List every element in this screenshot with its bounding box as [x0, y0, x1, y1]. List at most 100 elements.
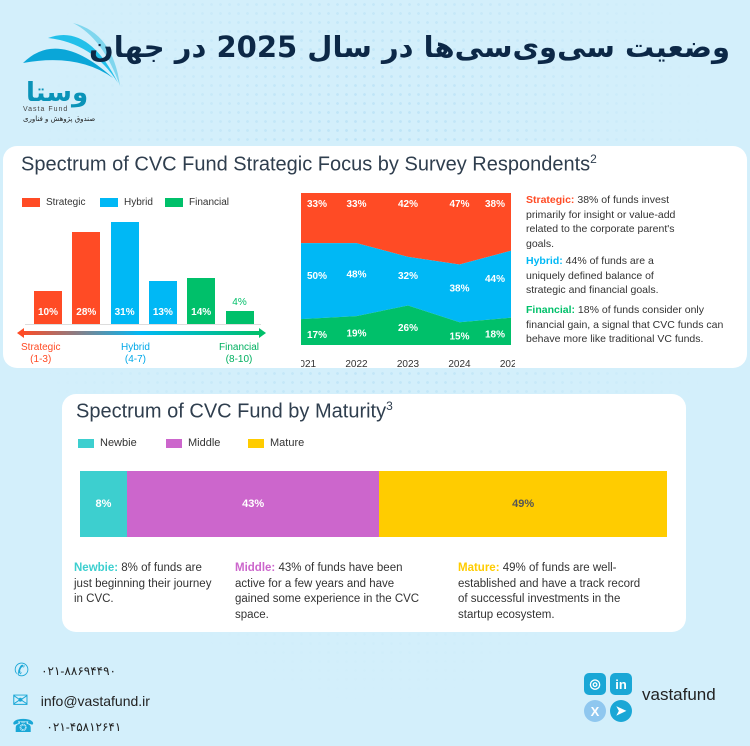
footnote-ref: 2 [590, 152, 597, 166]
legend-financial: Financial [165, 197, 229, 208]
strategic-focus-card: Spectrum of CVC Fund Strategic Focus by … [3, 146, 747, 370]
maturity-description: Newbie: 8% of funds are just beginning t… [74, 561, 214, 608]
legend-strategic: Strategic [22, 197, 85, 208]
logo: وستا Vasta Fund صندوق پژوهش و فناوری [18, 18, 123, 126]
page-title: وضعیت سی‌وی‌سی‌ها در سال 2025 در جهان [89, 30, 730, 64]
segment-mature: 49% [379, 471, 667, 537]
phone-number: ۰۲۱-۸۸۶۹۴۴۹۰ [41, 663, 116, 678]
bar-strategic: 28% [72, 231, 101, 324]
bar-value-label: 10% [37, 307, 58, 318]
x-tick-label: 2025 [500, 359, 515, 370]
focus-description: Hybrid: 44% of funds are a uniquely defi… [526, 254, 676, 298]
area-value-label: 33% [346, 199, 366, 210]
bar-value-label: 13% [152, 307, 173, 318]
maturity-stacked-bar: 8% 43% 49% [80, 471, 667, 537]
maturity-description: Mature: 49% of funds are well-establishe… [458, 561, 643, 623]
desc-label: Newbie: [74, 562, 119, 574]
area-value-label: 17% [307, 330, 327, 341]
card-title-text: Spectrum of CVC Fund Strategic Focus by … [21, 153, 591, 176]
telegram-icon[interactable]: ➤ [610, 700, 632, 722]
desc-label: Hybrid: [526, 255, 563, 267]
axis-label-hybrid: Hybrid (4-7) [121, 342, 150, 366]
desc-label: Middle: [235, 562, 276, 574]
area-value-label: 47% [449, 199, 469, 210]
focus-bar-chart: 10% 28% 31% 13% 14% 4% [25, 216, 261, 325]
fax-contact: ☎ ۰۲۱-۴۵۸۱۲۶۴۱ [12, 716, 121, 737]
bar-hybrid: 13% [148, 281, 177, 324]
area-value-label: 48% [346, 270, 366, 281]
card-title-text: Spectrum of CVC Fund by Maturity [76, 400, 387, 423]
x-tick-label: 2024 [448, 359, 471, 370]
phone-contact: ✆ ۰۲۱-۸۸۶۹۴۴۹۰ [14, 660, 116, 681]
legend-middle: Middle [166, 437, 220, 449]
label: Strategic [21, 342, 61, 353]
legend-label: Financial [189, 197, 230, 208]
area-value-label: 18% [485, 329, 505, 340]
bar-value-label: 14% [191, 307, 212, 318]
bar-hybrid: 31% [110, 221, 139, 324]
email-address[interactable]: info@vastafund.ir [40, 692, 150, 709]
logo-wing-icon [23, 23, 120, 86]
maturity-description: Middle: 43% of funds have been active fo… [235, 561, 420, 623]
logo-subtitle: صندوق پژوهش و فناوری [23, 115, 96, 123]
range: (8-10) [225, 354, 253, 365]
x-tick-label: 2022 [345, 359, 368, 370]
desc-label: Financial: [526, 304, 576, 316]
focus-area-chart: 33% 33% 42% 47% 38% 50% 48% 32% 38% 44% 17% 19% 26% 1… [301, 193, 515, 370]
area-value-label: 38% [485, 199, 505, 210]
legend-label: Middle [188, 437, 221, 449]
desc-text: 38% of funds invest primarily for insigh… [526, 194, 676, 250]
label: Financial [219, 342, 260, 353]
phone-icon: ✆ [14, 660, 30, 680]
email-contact: ✉ info@vastafund.ir [12, 688, 150, 713]
arrow-right-icon [259, 328, 266, 338]
instagram-icon[interactable]: ◎ [584, 673, 606, 695]
label: Hybrid [121, 342, 150, 353]
range: (1-3) [30, 354, 52, 365]
area-value-label: 50% [307, 271, 327, 282]
desc-text: 8% of funds are just beginning their jou… [74, 562, 212, 605]
maturity-card: Spectrum of CVC Fund by Maturity3 Newbie… [62, 394, 686, 632]
area-hybrid [301, 243, 511, 323]
area-value-label: 42% [398, 199, 418, 210]
bar-financial: 4% [225, 297, 254, 324]
bar-value-label: 31% [114, 307, 135, 318]
bar-value-label: 28% [76, 307, 97, 318]
area-value-label: 32% [398, 271, 418, 282]
legend-label: Newbie [100, 437, 137, 449]
area-value-label: 19% [346, 329, 366, 340]
fax-icon: ☎ [12, 716, 35, 736]
area-value-label: 15% [449, 332, 469, 343]
bar-value-label: 4% [232, 296, 247, 308]
segment-middle: 43% [126, 471, 380, 537]
fax-number: ۰۲۱-۴۵۸۱۲۶۴۱ [46, 719, 122, 734]
range: (4-7) [124, 354, 147, 365]
area-strategic [301, 193, 511, 265]
desc-text: 43% of funds have been active for a few … [235, 562, 420, 621]
axis-label-strategic: Strategic (1-3) [21, 342, 60, 366]
card-title: Spectrum of CVC Fund Strategic Focus by … [21, 152, 597, 177]
focus-description: Financial: 18% of funds consider only fi… [526, 303, 741, 347]
spectrum-arrow [22, 331, 260, 335]
linkedin-icon[interactable]: in [610, 673, 632, 695]
email-icon: ✉ [12, 690, 29, 712]
area-value-label: 38% [449, 283, 469, 294]
logo-text: وستا [26, 78, 89, 108]
x-tick-label: 2021 [301, 359, 317, 370]
area-financial [301, 305, 511, 345]
bar-financial: 14% [187, 277, 216, 324]
desc-text: 18% of funds consider only financial gai… [526, 304, 724, 345]
footnote-ref: 3 [386, 399, 393, 413]
legend-newbie: Newbie [78, 437, 137, 449]
desc-text: 44% of funds are a uniquely defined bala… [526, 255, 659, 296]
x-tick-label: 2023 [397, 359, 420, 370]
legend-label: Mature [270, 437, 305, 449]
segment-newbie: 8% [80, 471, 127, 537]
card-title: Spectrum of CVC Fund by Maturity3 [76, 399, 393, 424]
social-handle[interactable]: vastafund [642, 685, 716, 704]
axis-label-financial: Financial (8-10) [219, 342, 259, 366]
x-icon[interactable]: X [584, 700, 606, 722]
desc-text: 49% of funds are well-established and ha… [458, 562, 641, 621]
focus-description: Strategic: 38% of funds invest primarily… [526, 193, 676, 251]
logo-english: Vasta Fund [23, 106, 69, 113]
